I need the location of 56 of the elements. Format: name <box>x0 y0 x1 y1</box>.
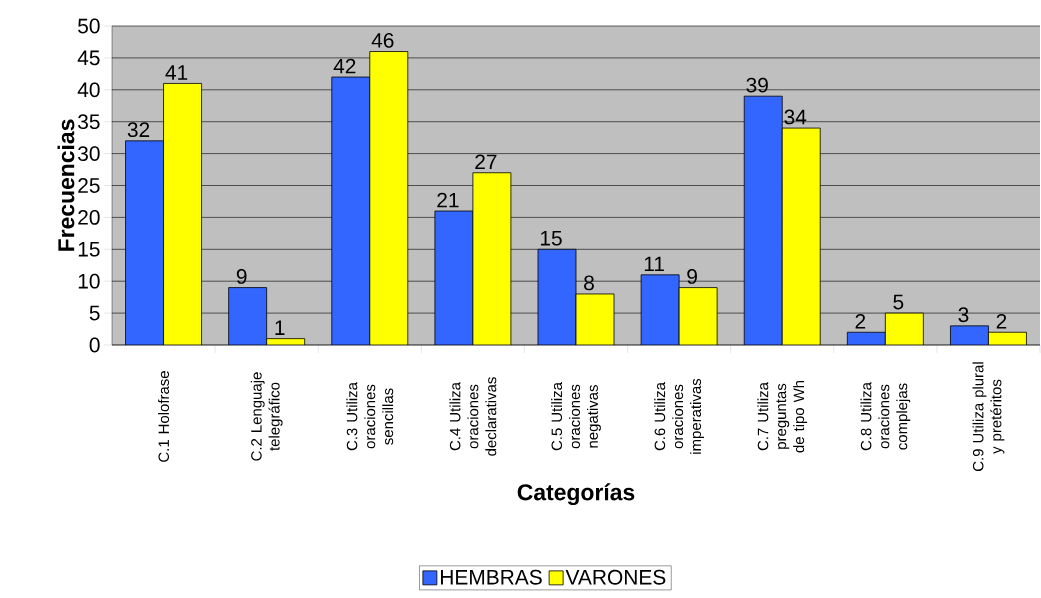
data-label: 1 <box>275 320 285 335</box>
legend-label: HEMBRAS <box>440 569 542 585</box>
data-label: 8 <box>584 275 594 291</box>
data-label: 9 <box>687 269 697 284</box>
data-label: 46 <box>371 32 394 48</box>
legend-label: VARONES <box>565 569 666 585</box>
y-tick-label: 40 <box>77 82 100 98</box>
y-tick-label: 15 <box>78 242 100 257</box>
data-label: 42 <box>333 58 356 74</box>
y-tick-label: 50 <box>78 18 100 34</box>
y-tick-label: 25 <box>78 178 100 193</box>
data-label: 5 <box>893 294 904 310</box>
y-tick-label: 45 <box>77 50 100 66</box>
x-tick-label: C.4 Utiliza oraciones declarativas <box>449 377 497 456</box>
x-tick-label: C.9 Utiliza plural y pretéritos <box>972 362 1005 471</box>
y-tick-label: 30 <box>78 146 100 162</box>
data-label: 27 <box>475 154 497 170</box>
bar <box>434 211 473 345</box>
bar <box>538 249 576 345</box>
data-label: 32 <box>127 122 150 138</box>
y-tick-label: 5 <box>89 305 100 321</box>
data-label: 11 <box>644 256 664 272</box>
bar <box>228 287 267 345</box>
bar <box>576 293 614 345</box>
x-tick-label: C.6 Utiliza oraciones imperativas <box>654 378 705 454</box>
bar <box>782 128 821 345</box>
bar <box>679 287 718 345</box>
bar <box>163 83 202 345</box>
data-label: 2 <box>996 313 1007 329</box>
bar <box>472 172 511 345</box>
x-tick-label: C.3 Utiliza oraciones sencillas <box>346 382 394 451</box>
x-tick-label: C.1 Holofrase <box>158 371 170 462</box>
bar <box>744 96 783 345</box>
x-tick-label: C.5 Utiliza oraciones negativas <box>551 382 601 451</box>
data-label: 3 <box>958 307 969 323</box>
x-axis-title: Categorías <box>517 483 635 506</box>
y-tick-label: 10 <box>78 273 100 289</box>
bar <box>885 313 924 345</box>
bar <box>641 274 680 345</box>
bar <box>331 77 370 345</box>
bar <box>125 140 164 345</box>
y-tick-label: 20 <box>78 209 100 225</box>
data-label: 9 <box>236 269 247 284</box>
x-tick-label: C.7 Utiliza preguntas de tipo Wh <box>757 380 808 453</box>
data-label: 21 <box>437 192 459 208</box>
data-label: 39 <box>746 77 768 93</box>
bar <box>369 51 408 345</box>
y-tick-label: 35 <box>78 114 100 130</box>
data-label: 41 <box>165 65 188 80</box>
y-axis-title: Frecuencias <box>57 119 75 251</box>
data-label: 2 <box>855 313 866 329</box>
data-label: 34 <box>784 109 807 125</box>
x-tick-label: C.8 Utiliza oraciones complejas <box>860 382 911 451</box>
x-tick-label: C.2 Lenguaje telegráfico <box>250 372 283 461</box>
data-label: 15 <box>540 230 562 246</box>
y-tick-label: 0 <box>89 337 100 353</box>
